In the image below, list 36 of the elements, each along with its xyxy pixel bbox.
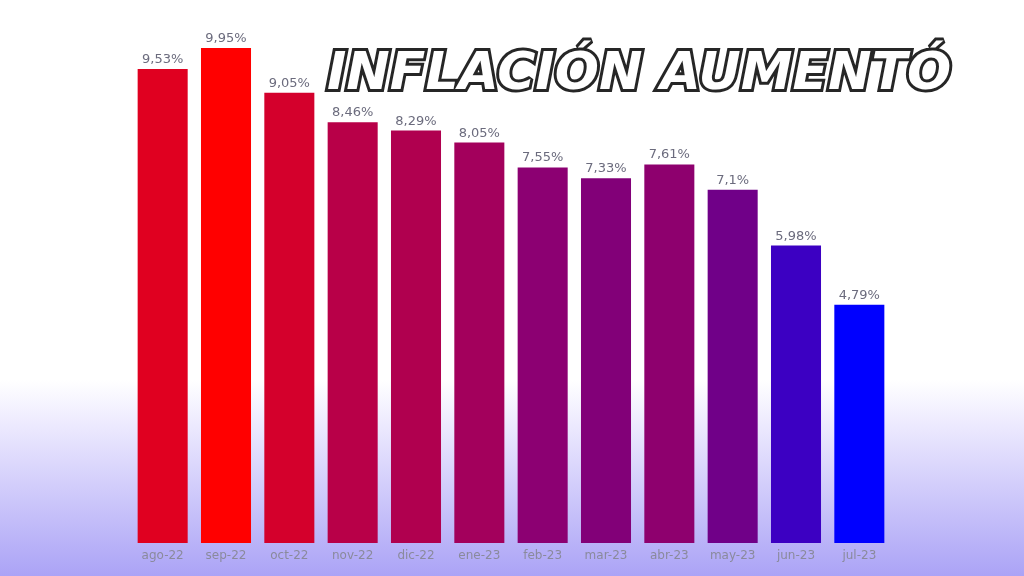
- data-label: 7,1%: [716, 171, 750, 187]
- bar: [770, 245, 822, 543]
- data-label: 9,05%: [268, 74, 310, 90]
- x-tick-label: jun-23: [775, 548, 816, 562]
- bar: [707, 189, 758, 543]
- x-tick-label: jul-23: [841, 548, 877, 562]
- data-label: 8,46%: [332, 104, 374, 120]
- bar: [327, 122, 378, 543]
- data-label: 5,98%: [775, 227, 817, 243]
- bar: [200, 48, 252, 543]
- x-tick-label: ene-23: [458, 548, 501, 562]
- x-tick-label: sep-22: [205, 548, 247, 562]
- data-label: 7,61%: [648, 146, 690, 162]
- bar: [454, 142, 505, 543]
- x-tick-label: feb-23: [523, 548, 563, 562]
- data-label: 7,55%: [522, 149, 564, 165]
- x-tick-label: dic-22: [397, 548, 435, 562]
- data-label: 8,05%: [458, 124, 500, 140]
- x-tick-label: ago-22: [141, 548, 184, 562]
- x-tick-label: may-23: [709, 548, 756, 562]
- x-tick-label: nov-22: [332, 548, 374, 562]
- bar: [517, 167, 568, 543]
- bar: [834, 304, 885, 543]
- data-label: 9,95%: [205, 30, 247, 45]
- data-label: 9,53%: [142, 50, 184, 66]
- x-tick-label: mar-23: [584, 548, 628, 562]
- bar: [390, 130, 442, 543]
- bar: [644, 164, 695, 543]
- data-label: 4,79%: [838, 286, 880, 302]
- bar: [580, 178, 632, 543]
- x-tick-label: abr-23: [649, 548, 689, 562]
- data-label: 8,29%: [395, 112, 437, 128]
- data-label: 7,33%: [585, 160, 627, 176]
- x-tick-label: oct-22: [270, 548, 309, 562]
- bar: [137, 68, 188, 543]
- bar: [264, 92, 315, 543]
